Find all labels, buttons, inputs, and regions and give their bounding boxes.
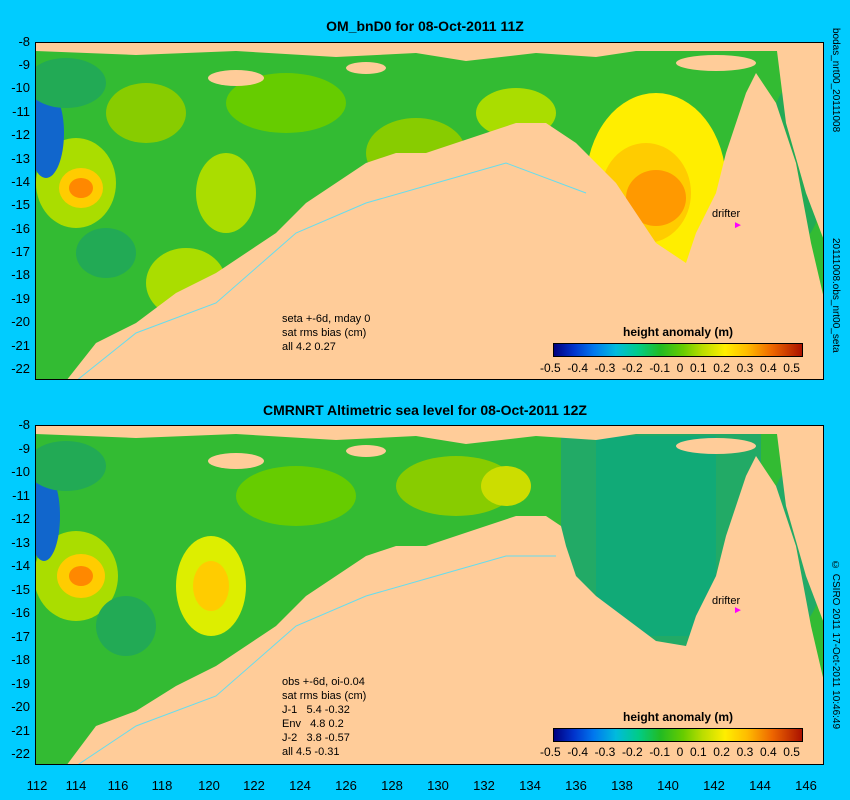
bottom-map-panel	[35, 425, 824, 765]
x-tick: 130	[427, 778, 449, 793]
y-tick: -21	[11, 723, 30, 738]
colorbar-tick: -0.5	[540, 361, 561, 375]
bottom-side-label: © CSIRO 2011 17-Oct-2011 10:46:49	[830, 560, 841, 730]
colorbar-tick: 0.4	[759, 745, 777, 759]
y-tick: -19	[11, 291, 30, 306]
colorbar-tick: 0.5	[783, 745, 800, 759]
x-tick: 140	[657, 778, 679, 793]
bottom-map-graphic	[36, 426, 823, 764]
bottom-colorbar	[553, 728, 803, 742]
top-stats-line-2: sat rms bias (cm)	[282, 327, 367, 339]
y-tick: -20	[11, 314, 30, 329]
top-colorbar-ticks: -0.5 -0.4 -0.3 -0.2 -0.1 0 0.1 0.2 0.3 0…	[540, 361, 800, 375]
colorbar-tick: 0.4	[759, 361, 777, 375]
top-stats-line-1: seta +-6d, mday 0	[282, 313, 371, 325]
x-tick: 124	[289, 778, 311, 793]
y-tick: -13	[11, 535, 30, 550]
top-drifter-label: drifter	[712, 208, 741, 220]
y-tick: -11	[12, 104, 30, 119]
x-tick: 144	[749, 778, 771, 793]
colorbar-tick: -0.3	[594, 361, 616, 375]
x-tick: 114	[65, 778, 87, 793]
y-tick: -9	[18, 441, 30, 456]
x-tick: 136	[565, 778, 587, 793]
colorbar-tick: -0.3	[594, 745, 616, 759]
bottom-stats-line-4: Env 4.8 0.2	[282, 718, 344, 730]
y-tick: -18	[11, 652, 30, 667]
x-tick: 134	[519, 778, 541, 793]
y-tick: -15	[11, 197, 30, 212]
x-tick: 120	[198, 778, 220, 793]
y-tick: -14	[11, 174, 30, 189]
bottom-colorbar-title: height anomaly (m)	[622, 710, 733, 724]
bottom-stats-line-3: J-1 5.4 -0.32	[282, 704, 350, 716]
colorbar-tick: 0.1	[689, 745, 707, 759]
y-tick: -12	[11, 127, 30, 142]
y-tick: -16	[11, 221, 30, 236]
colorbar-tick: 0.5	[783, 361, 800, 375]
x-tick: 122	[243, 778, 265, 793]
y-tick: -10	[11, 80, 30, 95]
y-tick: -10	[11, 464, 30, 479]
x-tick: 118	[151, 778, 173, 793]
colorbar-tick: -0.2	[621, 745, 643, 759]
colorbar-tick: -0.1	[649, 745, 670, 759]
colorbar-tick: -0.4	[567, 361, 589, 375]
y-tick: -22	[11, 746, 30, 761]
top-panel-title: OM_bnD0 for 08-Oct-2011 11Z	[326, 18, 524, 34]
x-tick: 116	[107, 778, 129, 793]
y-tick: -8	[18, 34, 30, 49]
bottom-stats-line-6: all 4.5 -0.31	[282, 746, 340, 758]
colorbar-tick: 0.2	[713, 745, 730, 759]
bottom-stats-line-2: sat rms bias (cm)	[282, 690, 367, 702]
y-tick: -21	[11, 338, 30, 353]
colorbar-tick: 0	[676, 361, 684, 375]
colorbar-tick: -0.1	[649, 361, 670, 375]
y-tick: -15	[11, 582, 30, 597]
colorbar-tick: 0.3	[736, 361, 754, 375]
x-tick: 138	[611, 778, 633, 793]
y-tick: -16	[11, 605, 30, 620]
colorbar-tick: 0.3	[736, 745, 754, 759]
y-tick: -11	[12, 488, 30, 503]
colorbar-tick: 0.2	[713, 361, 730, 375]
x-tick: 132	[473, 778, 495, 793]
top-map-graphic	[36, 43, 823, 379]
y-tick: -9	[18, 57, 30, 72]
y-tick: -13	[11, 151, 30, 166]
bottom-panel-title: CMRNRT Altimetric sea level for 08-Oct-2…	[263, 402, 587, 418]
bottom-drifter-marker-icon: ►	[733, 605, 743, 616]
x-tick: 126	[335, 778, 357, 793]
bottom-stats-line-1: obs +-6d, oi-0.04	[282, 676, 365, 688]
top-side-label-lower: 20111008.obs_nrt00_seta	[830, 238, 841, 353]
y-tick: -17	[11, 244, 30, 259]
y-tick: -8	[18, 417, 30, 432]
y-tick: -18	[11, 267, 30, 282]
colorbar-tick: 0.1	[689, 361, 707, 375]
y-tick: -12	[11, 511, 30, 526]
top-drifter-marker-icon: ►	[733, 220, 743, 231]
colorbar-tick: -0.2	[621, 361, 643, 375]
colorbar-tick: 0	[676, 745, 684, 759]
bottom-colorbar-ticks: -0.5 -0.4 -0.3 -0.2 -0.1 0 0.1 0.2 0.3 0…	[540, 745, 800, 759]
y-tick: -14	[11, 558, 30, 573]
x-tick: 112	[26, 778, 48, 793]
x-tick: 146	[795, 778, 817, 793]
top-colorbar-title: height anomaly (m)	[622, 325, 733, 339]
bottom-stats-line-5: J-2 3.8 -0.57	[282, 732, 350, 744]
y-tick: -20	[11, 699, 30, 714]
colorbar-tick: -0.4	[567, 745, 589, 759]
colorbar-tick: -0.5	[540, 745, 561, 759]
bottom-drifter-label: drifter	[712, 595, 741, 607]
y-tick: -17	[11, 629, 30, 644]
top-colorbar	[553, 343, 803, 357]
y-tick: -22	[11, 361, 30, 376]
x-tick: 142	[703, 778, 725, 793]
top-side-label: bodas_nrt00_20111008	[830, 28, 841, 133]
y-tick: -19	[11, 676, 30, 691]
top-map-panel	[35, 42, 824, 380]
x-tick: 128	[381, 778, 403, 793]
top-stats-line-3: all 4.2 0.27	[282, 341, 336, 353]
